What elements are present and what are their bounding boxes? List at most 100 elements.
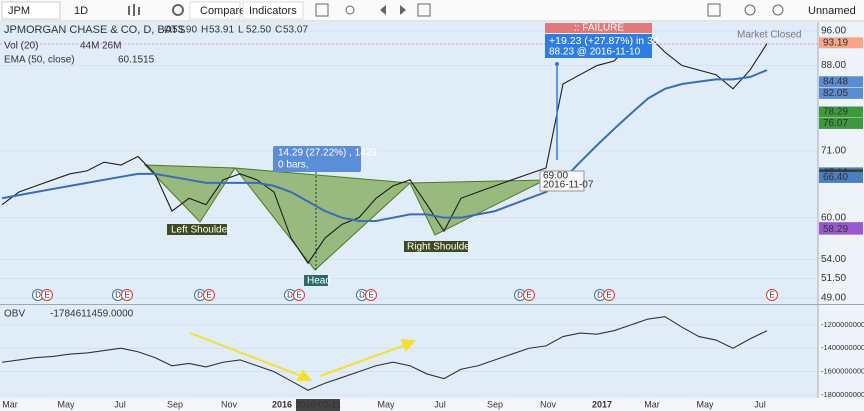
label-box — [167, 224, 227, 235]
price-badge — [819, 171, 863, 183]
y-tick-label: 71.00 — [821, 145, 846, 156]
x-tick-label: 2017 — [592, 399, 612, 409]
price-badge — [819, 76, 863, 88]
x-tick-label: 2016 — [272, 399, 292, 409]
price-badge-label: 93.19 — [823, 37, 848, 48]
price-point: 69.00 — [543, 171, 568, 182]
event-marker — [203, 289, 215, 301]
event-marker — [293, 289, 305, 301]
volume-value: 44M — [80, 41, 99, 52]
x-tick-label: Sep — [167, 399, 183, 409]
price-pane — [0, 22, 818, 304]
indicators-button[interactable] — [242, 1, 304, 20]
y-tick-label: 51.50 — [821, 273, 846, 284]
event-letter: D — [197, 291, 203, 300]
x-tick-label: May — [377, 399, 395, 409]
right-shoulder-label: Right Shoulder — [407, 242, 474, 253]
event-marker — [365, 289, 377, 301]
failure-label: :: FAILURE — [574, 23, 624, 34]
ohlc-value: 52.50 — [246, 25, 271, 36]
event-letter: D — [359, 291, 365, 300]
series-line — [1, 69, 768, 222]
y-tick-label: 60.00 — [821, 212, 846, 223]
compare-button-label[interactable]: Compare — [200, 5, 245, 17]
price-badge — [819, 117, 863, 129]
ema-name: EMA (50, close) — [4, 55, 75, 66]
x-tick-label: Nov — [540, 399, 557, 409]
event-letter: D — [517, 291, 523, 300]
event-marker — [766, 289, 778, 301]
x-tick-label: Mar — [644, 399, 660, 409]
event-letter: D — [287, 291, 293, 300]
crosshair-date-box — [296, 399, 340, 411]
event-letter: E — [296, 291, 301, 300]
price-badge — [819, 87, 863, 99]
label-box — [304, 275, 328, 286]
symbol[interactable]: JPM — [8, 5, 30, 17]
head-shoulders-pattern — [143, 164, 546, 271]
ohlc-value: 53.07 — [283, 25, 308, 36]
y-tick-label: 54.00 — [821, 254, 846, 265]
ohlc-name: L — [238, 25, 244, 36]
price-badge — [819, 223, 863, 235]
interval[interactable]: 1D — [74, 5, 88, 17]
gain-box — [545, 34, 652, 58]
series-line — [1, 316, 768, 391]
measure-text: 14.29 (27.22%) , 1429 — [278, 148, 377, 159]
ema-value: 60.1515 — [118, 55, 155, 66]
measure-box — [273, 146, 361, 172]
toolbar-icons — [128, 3, 784, 17]
obv-axis — [818, 305, 864, 398]
y-tick-label: 96.00 — [821, 26, 846, 37]
price-badge-label: 58.29 — [823, 224, 848, 235]
event-letter: E — [368, 291, 373, 300]
crosshair-date: 2016-02-11 — [295, 399, 340, 409]
pane-title: OBV — [4, 309, 25, 320]
event-letter: E — [206, 291, 211, 300]
event-letter: E — [606, 291, 611, 300]
volume-value: 26M — [102, 41, 121, 52]
market-status: Market Closed — [737, 30, 801, 41]
layout-name[interactable]: Unnamed — [808, 5, 856, 17]
price-badge — [819, 37, 863, 49]
gain-label: +19.23 (+27.87%) in 3d — [549, 35, 659, 47]
failure-box — [545, 23, 652, 33]
obv-divergence-arrows — [189, 332, 417, 381]
ohlc-name: C — [275, 25, 282, 36]
price-badge-label: 82.05 — [823, 88, 848, 99]
ohlc-name: O — [164, 25, 172, 36]
pane-value: -1784611459.0000 — [50, 309, 134, 320]
time-axis — [0, 398, 864, 411]
event-letter: E — [769, 291, 774, 300]
event-marker — [523, 289, 535, 301]
event-marker — [41, 289, 53, 301]
price-badge-label: 84.48 — [823, 76, 848, 87]
point-box — [539, 170, 585, 192]
ohlc-name: H — [201, 25, 208, 36]
x-tick-label: Jul — [434, 399, 446, 409]
event-marker — [603, 289, 615, 301]
date-point: 2016-11-07 — [543, 180, 594, 191]
label-box — [404, 241, 468, 252]
event-letter: E — [124, 291, 129, 300]
event-letter: E — [44, 291, 49, 300]
price-axis — [818, 22, 864, 304]
price-badge-label: 76.07 — [823, 118, 848, 129]
compare-button[interactable] — [189, 1, 241, 20]
left-shoulder-label: Left Shoulder — [171, 225, 231, 236]
volume-name: Vol (20) — [4, 41, 38, 52]
indicators-button-label[interactable]: Indicators — [249, 5, 297, 17]
x-tick-label: Sep — [487, 399, 503, 409]
y-tick-label: -1400000000.0000 — [821, 343, 864, 352]
y-tick-label: -1200000000.0000 — [821, 320, 864, 329]
price-badge-label: 66.40 — [823, 172, 848, 183]
gain-point: 88.23 @ 2016-11-10 — [549, 47, 641, 58]
x-tick-label: Jul — [754, 399, 766, 409]
ohlc-value: 53.90 — [172, 25, 197, 36]
ohlc-value: 53.91 — [209, 25, 234, 36]
symbol-box[interactable] — [1, 1, 61, 20]
x-tick-label: Nov — [221, 399, 238, 409]
x-tick-label: Mar — [2, 399, 18, 409]
event-letter: D — [35, 291, 41, 300]
